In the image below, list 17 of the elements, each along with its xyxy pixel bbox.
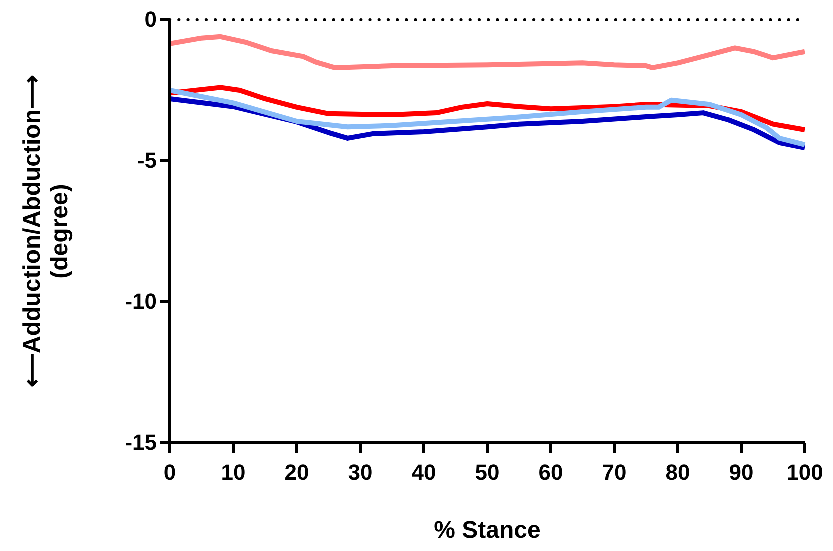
- x-tick-label: 90: [729, 460, 754, 486]
- y-axis-title: ⟵Adduction/Abduction⟶ (degree): [19, 76, 74, 388]
- x-axis-title: % Stance: [434, 517, 541, 544]
- y-tick-label: -5: [137, 148, 157, 174]
- y-tick-label: -15: [125, 430, 157, 456]
- x-tick-label: 70: [602, 460, 627, 486]
- x-tick-label: 80: [666, 460, 690, 486]
- x-tick-label: 20: [284, 460, 310, 486]
- x-tick-label: 60: [538, 460, 564, 486]
- x-tick-label: 10: [221, 460, 246, 486]
- y-tick-label: -10: [125, 289, 157, 314]
- x-tick-label: 30: [348, 460, 373, 486]
- x-tick-label: 0: [164, 460, 176, 486]
- x-tick-label: 50: [475, 460, 500, 486]
- x-tick-label: 100: [786, 460, 824, 486]
- y-tick-label: 0: [144, 7, 157, 32]
- x-tick-label: 40: [412, 460, 436, 486]
